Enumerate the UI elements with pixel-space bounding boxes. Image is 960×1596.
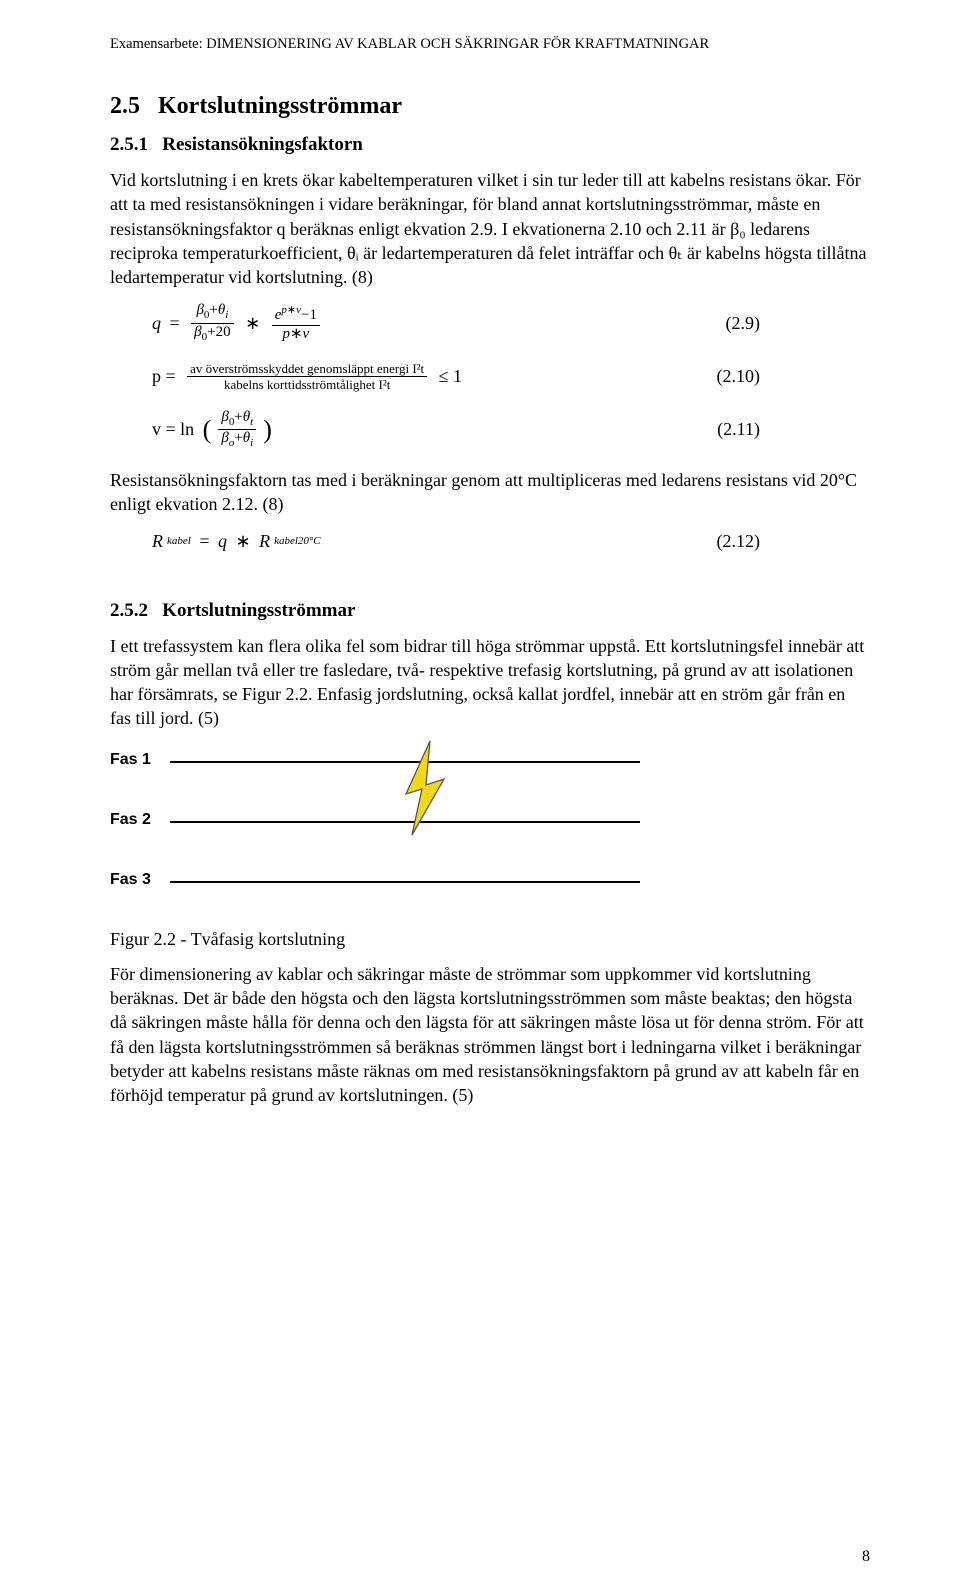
- section-number: 2.5: [110, 93, 140, 119]
- page-number: 8: [862, 1548, 870, 1566]
- page: Examensarbete: DIMENSIONERING AV KABLAR …: [0, 0, 960, 1596]
- equation-2-10: p = av överströmsskyddet genomsläppt ene…: [110, 362, 870, 392]
- paragraph-2-5-1-resistance: Resistansökningsfaktorn tas med i beräkn…: [110, 468, 870, 517]
- equation-2-11-expr: v = ln ( β0+θt βo+θi ): [152, 410, 272, 450]
- eq-2-10-denominator: kabelns korttidsströmtålighet I²t: [187, 377, 427, 392]
- equation-2-12: Rkabel = q ∗ Rkabel20°C (2.12): [110, 531, 870, 552]
- phase-3-line: [170, 881, 640, 883]
- equation-2-10-expr: p = av överströmsskyddet genomsläppt ene…: [152, 362, 462, 392]
- running-header: Examensarbete: DIMENSIONERING AV KABLAR …: [110, 36, 870, 53]
- section-2-5-heading: 2.5 Kortslutningsströmmar: [110, 93, 870, 120]
- paragraph-2-5-2-intro: I ett trefassystem kan flera olika fel s…: [110, 634, 870, 731]
- equation-2-11-number: (2.11): [717, 419, 870, 440]
- section-title-text: Kortslutningsströmmar: [158, 93, 402, 119]
- phase-3-label: Fas 3: [110, 871, 151, 889]
- subsection-number: 2.5.1: [110, 134, 148, 155]
- equation-2-12-expr: Rkabel = q ∗ Rkabel20°C: [152, 531, 321, 552]
- figure-2-2-caption: Figur 2.2 - Tvåfasig kortslutning: [110, 929, 870, 950]
- paragraph-2-5-1-intro: Vid kortslutning i en krets ökar kabelte…: [110, 168, 870, 289]
- equation-2-10-number: (2.10): [717, 366, 871, 387]
- subsection-title-text: Kortslutningsströmmar: [162, 600, 355, 621]
- subsection-number: 2.5.2: [110, 600, 148, 621]
- phase-1-label: Fas 1: [110, 751, 151, 769]
- lightning-bolt-icon: [396, 739, 456, 839]
- eq-2-10-numerator: av överströmsskyddet genomsläppt energi …: [187, 362, 427, 378]
- section-2-5-2-heading: 2.5.2 Kortslutningsströmmar: [110, 600, 870, 622]
- figure-2-2-diagram: Fas 1 Fas 2 Fas 3: [110, 751, 650, 911]
- subsection-title-text: Resistansökningsfaktorn: [162, 134, 363, 155]
- equation-2-9-number: (2.9): [726, 313, 871, 334]
- equation-2-12-number: (2.12): [717, 531, 871, 552]
- phase-2-label: Fas 2: [110, 811, 151, 829]
- equation-2-9: q = β0+θi β0+20 ∗ ep∗v−1 p∗v (2.9): [110, 303, 870, 343]
- equation-2-11: v = ln ( β0+θt βo+θi ) (2.11): [110, 410, 870, 450]
- equation-2-9-expr: q = β0+θi β0+20 ∗ ep∗v−1 p∗v: [152, 303, 323, 343]
- section-2-5-1-heading: 2.5.1 Resistansökningsfaktorn: [110, 134, 870, 156]
- paragraph-2-5-2-dimensioning: För dimensionering av kablar och säkring…: [110, 962, 870, 1108]
- lightning-bolt-shape: [406, 741, 444, 835]
